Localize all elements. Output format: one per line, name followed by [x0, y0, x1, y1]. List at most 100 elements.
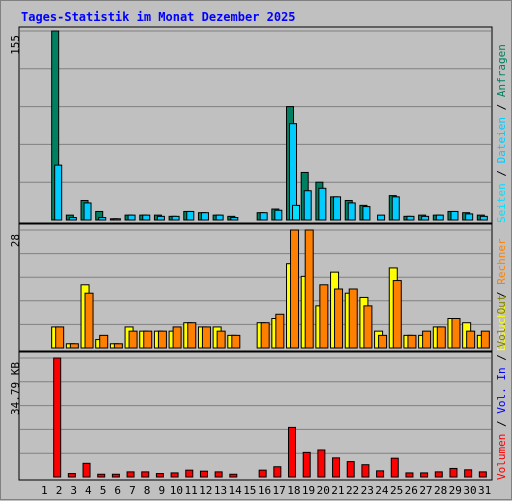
x-tick-label: 2 — [56, 484, 63, 497]
x-axis-labels: 1 2 3 4 5 6 7 8 9 10 11 12 13 14 15 16 17 18 19 20 21 22 23 24 2… — [41, 484, 491, 497]
panel-bottom: 34.79 KB — [9, 351, 493, 481]
x-tick-label: 11 — [184, 484, 197, 497]
bar-rechner-day-23 — [363, 305, 373, 349]
panel-background — [18, 351, 493, 481]
bar-volumen-day-16 — [258, 469, 267, 478]
bar-volumen-day-26 — [405, 472, 414, 478]
legend-rechner: Rechner — [495, 238, 508, 285]
bar-rechner-day-29 — [451, 318, 461, 349]
x-tick-label: 15 — [243, 484, 256, 497]
panel-top: 155 — [9, 26, 493, 224]
chart-legend: Seiten / Dateien / Anfragen Besuche / Rec… — [495, 44, 508, 480]
bar-rechner-day-31 — [480, 330, 490, 349]
y-max-label: 28 — [9, 234, 22, 247]
bar-volumen-day-4 — [82, 462, 91, 478]
x-tick-label: 18 — [287, 484, 300, 497]
bar-volumen-day-13 — [214, 471, 223, 478]
bar-volumen-day-27 — [420, 472, 429, 478]
bar-volumen-day-12 — [199, 470, 208, 478]
legend-group: Volumen / Vol. In / Vol. Out — [495, 295, 508, 480]
bar-rechner-day-4 — [84, 292, 94, 349]
x-tick-label: 23 — [361, 484, 374, 497]
x-tick-label: 30 — [463, 484, 476, 497]
bar-dateien-day-25 — [391, 196, 400, 221]
legend-besuche: Besuche — [495, 305, 508, 351]
bar-seiten-day-18 — [292, 204, 301, 221]
bar-dateien-day-31 — [479, 215, 488, 221]
x-tick-label: 1 — [41, 484, 48, 497]
x-tick-label: 4 — [85, 484, 92, 497]
chart-title: Tages-Statistik im Monat Dezember 2025 — [21, 10, 296, 24]
bar-dateien-day-7 — [127, 214, 136, 221]
bar-rechner-day-24 — [378, 334, 388, 349]
bar-rechner-day-22 — [348, 288, 358, 349]
bar-dateien-day-24 — [377, 214, 386, 221]
bar-rechner-day-25 — [392, 280, 402, 349]
bar-volumen-day-14 — [229, 473, 238, 478]
bar-dateien-day-23 — [362, 206, 371, 221]
bar-volumen-day-22 — [346, 461, 355, 478]
legend-vol-out: Vol. Out — [495, 295, 508, 348]
bar-dateien-day-30 — [465, 213, 474, 221]
bar-rechner-day-30 — [466, 330, 476, 349]
legend-vol-in: Vol. In — [495, 367, 508, 413]
x-tick-label: 24 — [375, 484, 389, 497]
bar-dateien-day-2 — [54, 164, 63, 221]
x-tick-label: 17 — [273, 484, 286, 497]
bar-rechner-day-11 — [187, 322, 197, 349]
bar-volumen-day-11 — [185, 469, 194, 478]
x-tick-label: 21 — [331, 484, 344, 497]
bar-volumen-day-29 — [449, 467, 458, 478]
bar-volumen-day-18 — [288, 426, 297, 478]
bar-rechner-day-2 — [55, 326, 65, 349]
bar-volumen-day-5 — [97, 473, 106, 478]
x-tick-label: 6 — [114, 484, 121, 497]
bar-rechner-day-20 — [319, 284, 329, 349]
bar-dateien-day-5 — [98, 217, 107, 221]
x-tick-label: 5 — [100, 484, 107, 497]
bar-volumen-day-30 — [464, 469, 473, 478]
x-tick-label: 27 — [419, 484, 432, 497]
bar-rechner-day-18 — [290, 229, 300, 349]
bar-dateien-day-9 — [156, 215, 165, 221]
x-tick-label: 19 — [302, 484, 315, 497]
legend-group: Seiten / Dateien / Anfragen — [495, 44, 508, 223]
bar-volumen-day-20 — [317, 449, 326, 478]
bar-dateien-day-14 — [230, 217, 239, 221]
bar-volumen-day-31 — [478, 471, 487, 478]
bar-dateien-day-12 — [200, 212, 209, 221]
bar-rechner-day-7 — [128, 330, 138, 349]
y-max-label: 155 — [9, 35, 22, 55]
bar-dateien-day-11 — [186, 210, 195, 221]
bar-dateien-day-8 — [142, 214, 151, 221]
bar-rechner-day-17 — [275, 313, 285, 349]
chart-panels: 155 28 34.79 KB — [9, 26, 493, 481]
bar-volumen-day-3 — [67, 473, 76, 478]
legend-dateien: Dateien — [495, 117, 508, 163]
panel-background — [18, 26, 493, 224]
bar-rechner-day-13 — [216, 330, 226, 349]
bar-dateien-day-13 — [215, 214, 224, 221]
bar-dateien-day-19 — [303, 190, 312, 221]
x-tick-label: 8 — [144, 484, 151, 497]
bar-rechner-day-19 — [304, 229, 314, 349]
x-tick-label: 12 — [199, 484, 212, 497]
x-tick-label: 25 — [390, 484, 403, 497]
y-max-label: 34.79 KB — [9, 362, 22, 415]
bar-dateien-day-21 — [333, 196, 342, 221]
legend-group: Besuche / Rechner — [495, 238, 508, 351]
bar-volumen-day-9 — [155, 473, 164, 478]
x-tick-label: 28 — [434, 484, 447, 497]
bar-rechner-day-5 — [99, 334, 109, 349]
x-tick-label: 22 — [346, 484, 359, 497]
bar-volumen-day-6 — [111, 473, 120, 478]
x-tick-label: 29 — [449, 484, 462, 497]
panel-middle: 28 — [9, 223, 493, 352]
bar-rechner-day-26 — [407, 334, 417, 349]
bar-dateien-day-26 — [406, 215, 415, 221]
bar-rechner-day-6 — [113, 343, 123, 349]
bar-dateien-day-10 — [171, 215, 180, 221]
bar-volumen-day-28 — [434, 471, 443, 478]
bar-volumen-day-21 — [332, 457, 341, 478]
